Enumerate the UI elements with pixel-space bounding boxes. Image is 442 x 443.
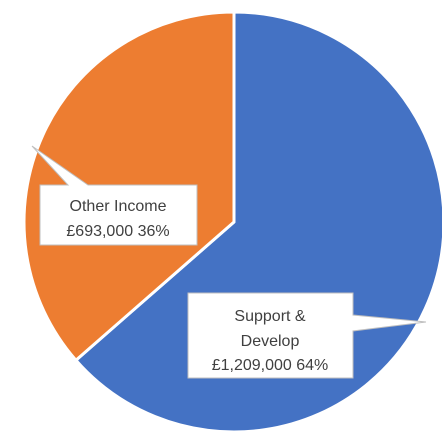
callout-support-develop-box (187, 292, 427, 379)
callout-support-name-line1: Support & (234, 308, 305, 325)
callout-support-value: £1,209,000 64% (212, 357, 329, 374)
callout-other-income-name: Other Income (70, 198, 167, 215)
callout-other-income: Other Income £693,000 36% (31, 145, 198, 246)
callout-support-develop: Support & Develop £1,209,000 64% (187, 292, 427, 379)
callout-other-income-box (31, 145, 198, 246)
callout-other-income-value: £693,000 36% (66, 223, 169, 240)
callout-support-name-line2: Develop (241, 333, 300, 350)
